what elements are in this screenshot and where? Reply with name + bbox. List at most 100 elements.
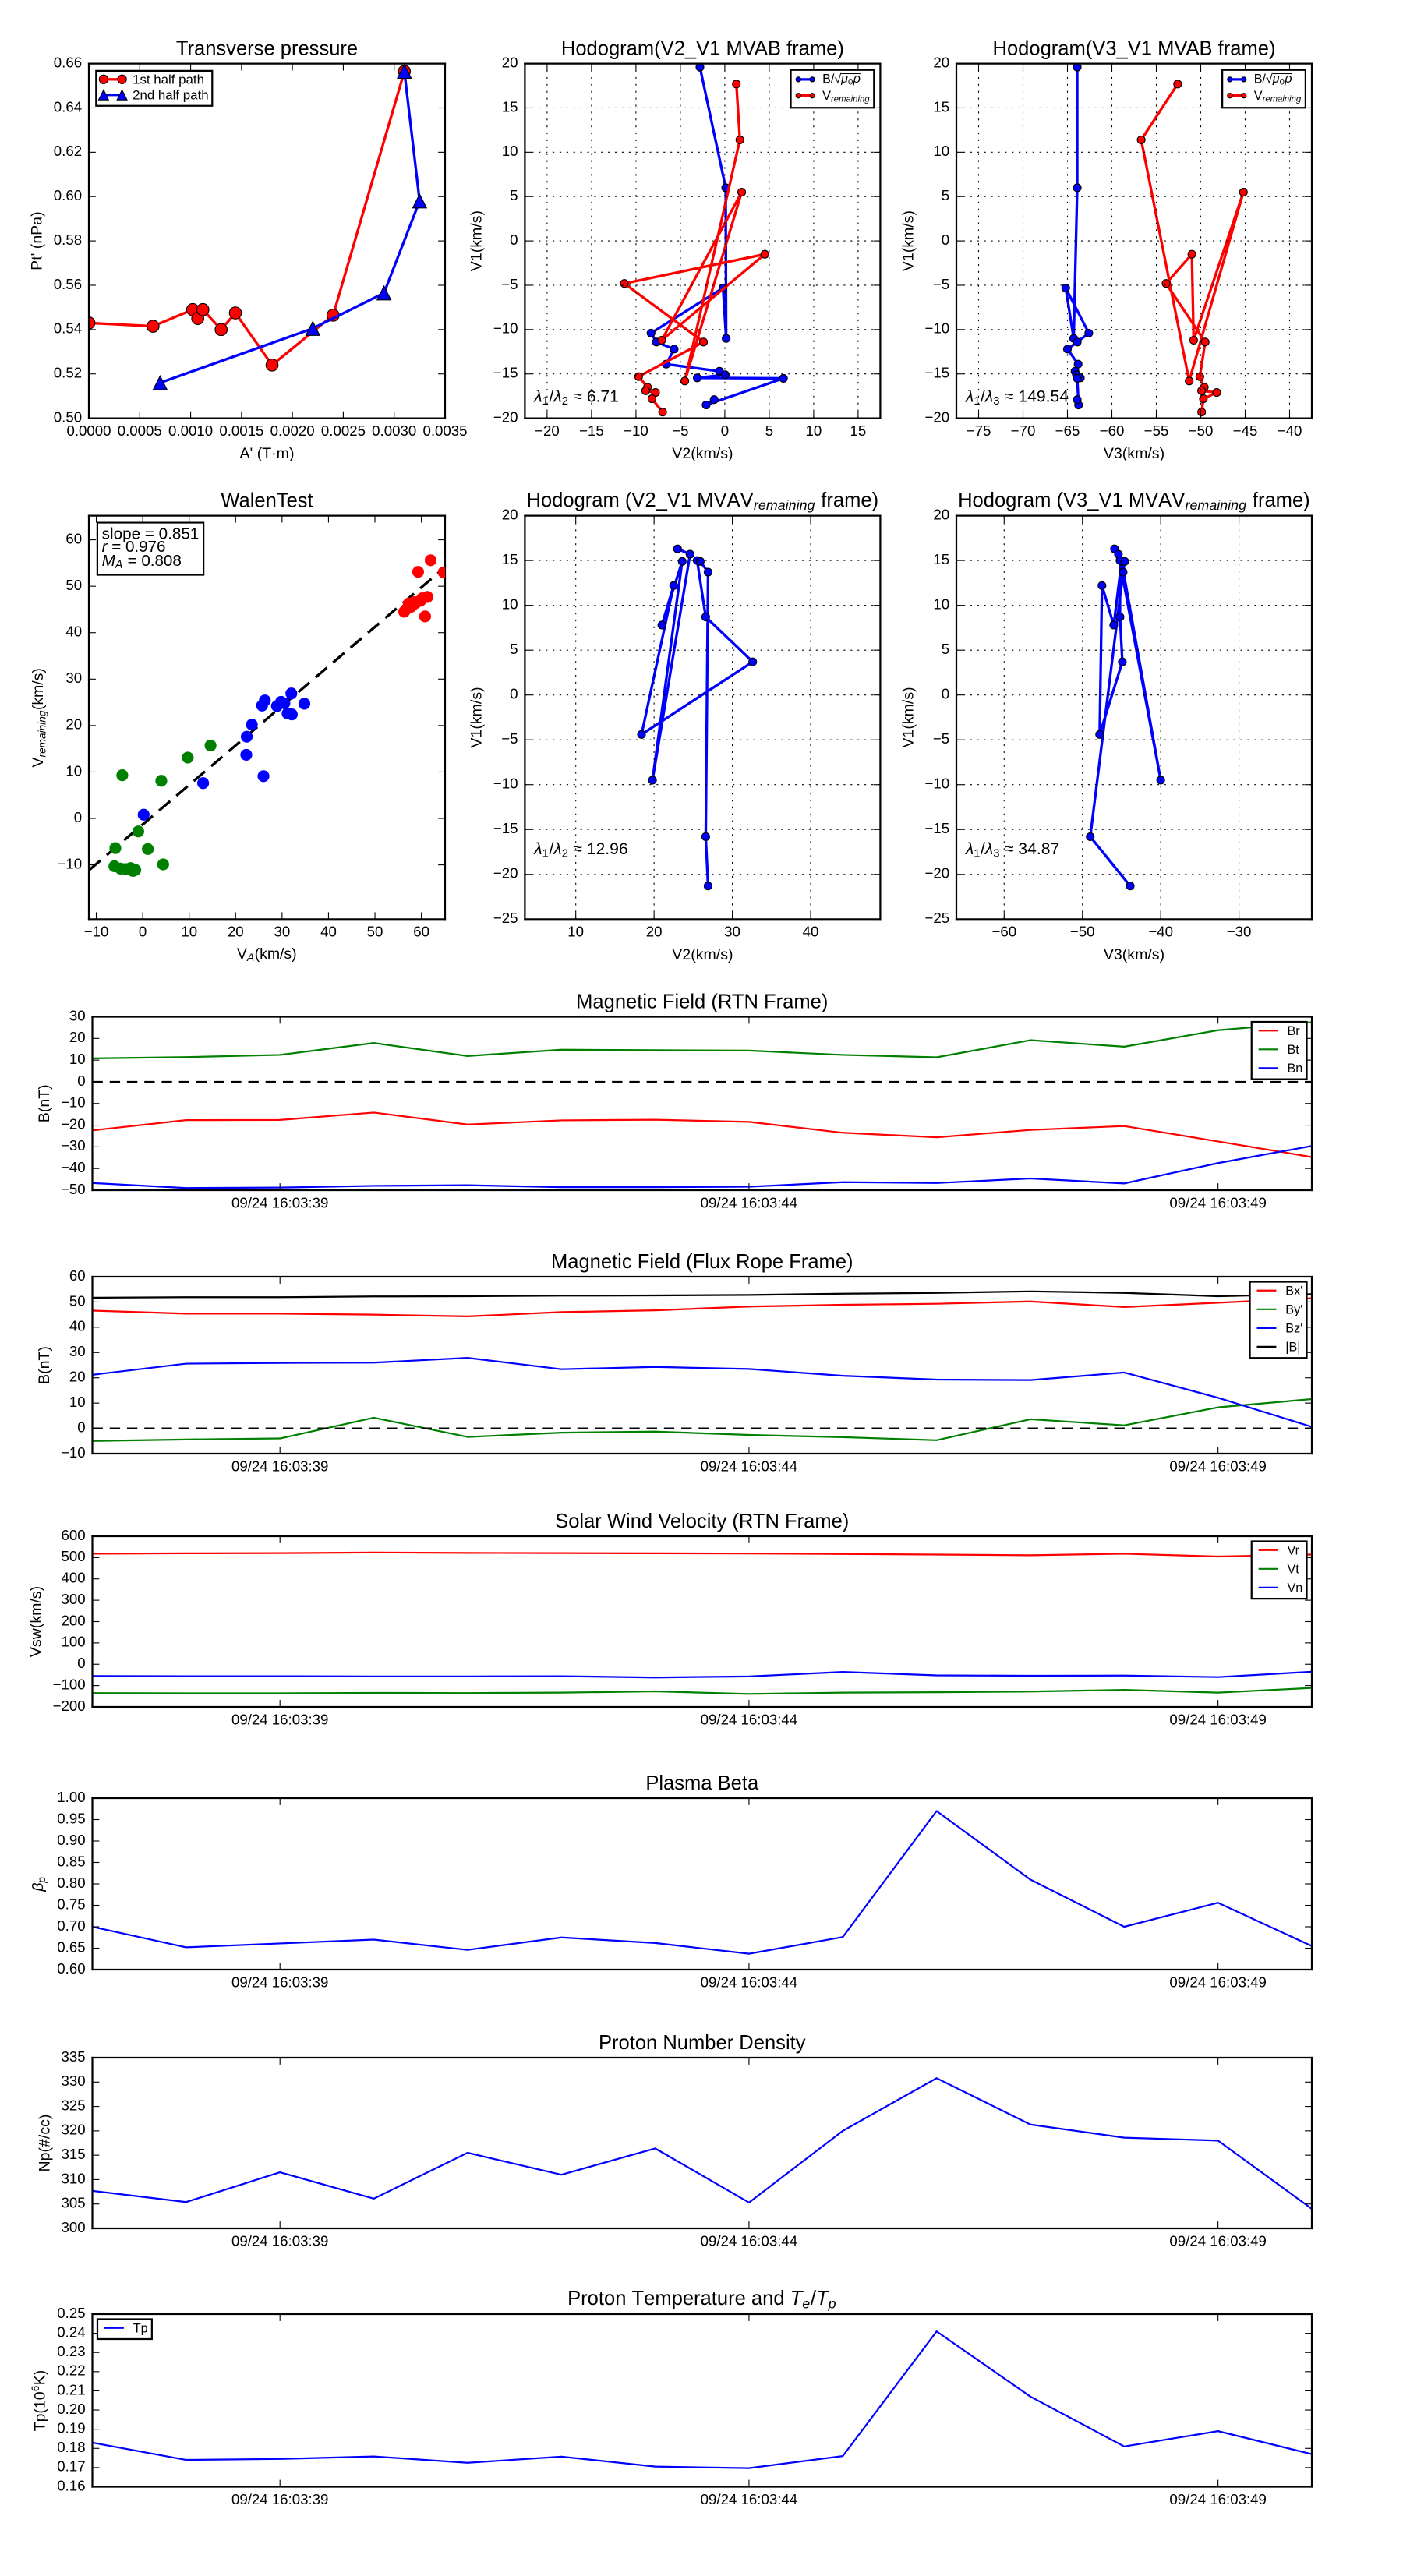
svg-text:0.19: 0.19 — [57, 2419, 85, 2436]
svg-text:0.23: 0.23 — [57, 2343, 85, 2359]
svg-text:0.66: 0.66 — [54, 54, 82, 70]
svg-text:0.65: 0.65 — [57, 1938, 85, 1955]
svg-text:−5: −5 — [933, 730, 949, 747]
svg-text:A' (T·m): A' (T·m) — [240, 445, 295, 462]
svg-text:300: 300 — [61, 1591, 85, 1607]
svg-text:V1(km/s): V1(km/s) — [899, 687, 917, 747]
svg-text:0.95: 0.95 — [57, 1810, 85, 1826]
svg-text:V1(km/s): V1(km/s) — [899, 210, 917, 271]
svg-text:50: 50 — [65, 577, 82, 593]
svg-text:0.64: 0.64 — [54, 98, 82, 115]
svg-text:−25: −25 — [924, 910, 949, 926]
svg-text:09/24 16:03:49: 09/24 16:03:49 — [1169, 1974, 1267, 1990]
svg-text:−55: −55 — [1144, 422, 1169, 439]
svg-text:−15: −15 — [924, 820, 949, 836]
svg-text:0: 0 — [942, 686, 949, 702]
svg-text:20: 20 — [69, 1369, 86, 1385]
svg-text:09/24 16:03:44: 09/24 16:03:44 — [701, 1194, 798, 1210]
svg-text:B(nT): B(nT) — [36, 1084, 53, 1122]
svg-text:20: 20 — [933, 506, 949, 522]
svg-text:30: 30 — [724, 924, 740, 940]
svg-text:50: 50 — [69, 1292, 86, 1309]
svg-text:−30: −30 — [1227, 924, 1252, 940]
svg-text:−20: −20 — [535, 422, 560, 439]
svg-text:09/24 16:03:49: 09/24 16:03:49 — [1169, 2232, 1267, 2249]
svg-text:Br: Br — [1287, 1024, 1300, 1038]
svg-text:Solar Wind Velocity (RTN Frame: Solar Wind Velocity (RTN Frame) — [555, 1511, 849, 1532]
svg-text:09/24 16:03:49: 09/24 16:03:49 — [1169, 2491, 1267, 2507]
svg-text:600: 600 — [61, 1527, 85, 1543]
svg-text:5: 5 — [765, 422, 773, 439]
svg-text:λ λ 1 2: λ λ 1 2 / ≈ 6 . 7 1 — [533, 376, 619, 411]
svg-text:−50: −50 — [1070, 924, 1095, 940]
svg-text:315: 315 — [61, 2146, 85, 2162]
svg-text:−10: −10 — [924, 320, 949, 337]
svg-text:0.17: 0.17 — [57, 2458, 85, 2475]
svg-text:300: 300 — [61, 2219, 85, 2235]
svg-text:0.50: 0.50 — [54, 408, 82, 425]
svg-text:H o d o: H o d o g r a m ( V 2 _ V 1 M V A V f r … — [526, 482, 886, 516]
svg-text:V ( k m: V ( k m / s ) A — [237, 934, 305, 965]
svg-text:0.0025: 0.0025 — [321, 422, 366, 439]
svg-text:320: 320 — [61, 2122, 85, 2138]
svg-text:305: 305 — [61, 2195, 85, 2211]
svg-text:Magnetic Field (Flux Rope Fram: Magnetic Field (Flux Rope Frame) — [551, 1251, 853, 1273]
svg-text:−15: −15 — [579, 422, 604, 439]
svg-text:09/24 16:03:49: 09/24 16:03:49 — [1169, 1458, 1267, 1474]
svg-text:λ λ 1 3: λ λ 1 3 / ≈ 3 4 . 8 7 — [965, 829, 1059, 864]
svg-text:By': By' — [1285, 1302, 1302, 1316]
svg-text:Tp: Tp — [133, 2321, 148, 2335]
svg-text:20: 20 — [646, 924, 663, 940]
svg-text:09/24 16:03:44: 09/24 16:03:44 — [701, 1458, 798, 1474]
svg-text:0.18: 0.18 — [57, 2439, 85, 2455]
svg-text:Bz': Bz' — [1285, 1322, 1302, 1336]
svg-text:Vsw(km/s): Vsw(km/s) — [27, 1586, 44, 1657]
svg-text:−45: −45 — [1233, 422, 1258, 439]
svg-text:0.0030: 0.0030 — [372, 422, 416, 439]
svg-text:Hodogram(V2_V1 MVAB frame): Hodogram(V2_V1 MVAB frame) — [561, 37, 844, 59]
svg-text:2nd half path: 2nd half path — [133, 88, 209, 103]
svg-text:0.75: 0.75 — [57, 1896, 85, 1912]
svg-text:−10: −10 — [84, 924, 109, 940]
svg-text:10: 10 — [502, 143, 518, 159]
svg-text:V ( k m: V ( k m / s ) r e m a i n i n g — [18, 660, 51, 767]
svg-text:0.25: 0.25 — [57, 2305, 85, 2321]
svg-text:0.0015: 0.0015 — [219, 422, 263, 439]
svg-text:09/24 16:03:39: 09/24 16:03:39 — [231, 2491, 328, 2507]
svg-text:V3(km/s): V3(km/s) — [1104, 445, 1164, 462]
svg-text:100: 100 — [61, 1634, 85, 1650]
svg-text:0.0035: 0.0035 — [422, 422, 467, 439]
svg-text:−5: −5 — [501, 730, 518, 747]
svg-text:10: 10 — [933, 143, 949, 159]
svg-text:−40: −40 — [1148, 924, 1173, 940]
svg-text:10: 10 — [567, 924, 584, 940]
svg-text:0: 0 — [721, 422, 729, 439]
svg-text:Bx': Bx' — [1285, 1284, 1302, 1298]
svg-text:r =: r = 0 . 9 7 6 — [102, 527, 166, 558]
svg-text:Magnetic Field (RTN Frame): Magnetic Field (RTN Frame) — [576, 991, 828, 1012]
svg-text:09/24 16:03:39: 09/24 16:03:39 — [231, 1458, 328, 1474]
svg-text:0.16: 0.16 — [57, 2477, 85, 2493]
svg-text:0.56: 0.56 — [54, 276, 82, 292]
svg-text:5: 5 — [942, 641, 949, 657]
svg-text:09/24 16:03:44: 09/24 16:03:44 — [701, 1711, 798, 1727]
svg-text:0: 0 — [77, 1655, 85, 1671]
svg-text:09/24 16:03:44: 09/24 16:03:44 — [701, 2232, 798, 2249]
svg-text:15: 15 — [502, 98, 518, 115]
svg-text:60: 60 — [413, 924, 429, 940]
svg-text:|B|: |B| — [1285, 1341, 1300, 1355]
svg-text:10: 10 — [69, 1051, 86, 1067]
svg-text:−10: −10 — [61, 1094, 86, 1111]
svg-text:40: 40 — [803, 924, 819, 940]
svg-text:−20: −20 — [61, 1115, 86, 1132]
svg-text:0.80: 0.80 — [57, 1875, 85, 1891]
svg-text:10: 10 — [181, 924, 197, 940]
svg-text:WalenTest: WalenTest — [221, 489, 313, 511]
svg-text:−40: −40 — [1278, 422, 1302, 439]
svg-text:0: 0 — [510, 686, 518, 702]
svg-text:60: 60 — [69, 1267, 86, 1284]
svg-text:0: 0 — [510, 231, 518, 248]
svg-text:−70: −70 — [1011, 422, 1036, 439]
svg-text:09/24 16:03:49: 09/24 16:03:49 — [1169, 1711, 1267, 1727]
svg-text:1st half path: 1st half path — [133, 72, 204, 87]
